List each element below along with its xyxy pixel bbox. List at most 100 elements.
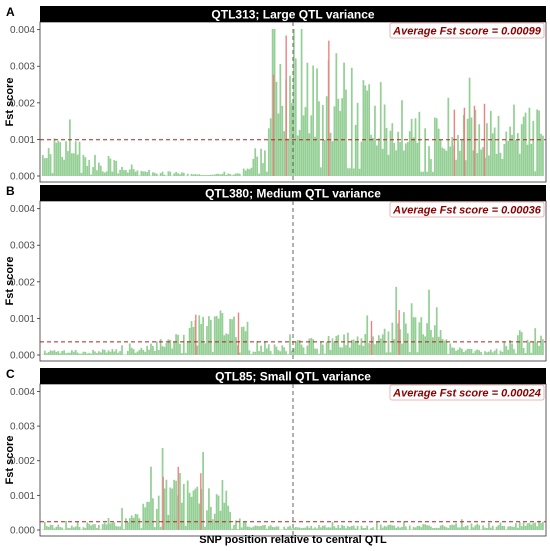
fst-bar	[528, 522, 531, 530]
fst-bar	[472, 150, 475, 176]
fst-bar	[459, 347, 461, 355]
fst-bar	[103, 349, 106, 355]
fst-bar	[125, 518, 127, 530]
fst-bar	[242, 521, 245, 530]
fst-bar	[385, 526, 388, 530]
fst-bar	[518, 153, 521, 176]
fst-bar	[221, 480, 224, 530]
fst-bar	[493, 127, 496, 176]
fst-bar	[65, 353, 67, 355]
fst-bar	[499, 152, 502, 176]
fst-bar	[298, 339, 301, 355]
fst-bar	[45, 158, 48, 176]
fst-bar	[350, 67, 353, 176]
fst-bar	[293, 348, 295, 355]
fst-bar	[61, 351, 64, 355]
fst-bar	[256, 525, 259, 530]
fst-bar	[455, 523, 457, 530]
fst-bar	[337, 334, 340, 355]
fst-bar	[474, 350, 477, 355]
fst-bar	[103, 172, 106, 176]
fst-bar	[119, 526, 121, 530]
fst-bar	[273, 527, 276, 530]
fst-bar	[491, 525, 494, 530]
highlighted-snp-bar	[237, 312, 240, 355]
fst-bar	[84, 157, 87, 176]
fst-bar	[495, 526, 498, 530]
fst-bar	[67, 527, 69, 530]
fst-bar	[316, 348, 318, 355]
fst-bar	[362, 80, 365, 176]
fst-bar	[74, 349, 77, 355]
fst-bar	[343, 62, 345, 176]
fst-bar	[460, 348, 463, 355]
fst-bar	[412, 137, 415, 176]
fst-bar	[306, 62, 309, 176]
highlighted-snp-bar	[162, 476, 164, 530]
fst-bar	[310, 338, 313, 355]
fst-bar	[215, 315, 218, 355]
fst-bar	[109, 158, 112, 176]
fst-bar	[190, 173, 193, 176]
fst-bar	[291, 350, 293, 355]
fst-bar	[472, 527, 475, 530]
fst-bar	[57, 524, 60, 530]
fst-bar	[275, 346, 278, 355]
fst-bar	[348, 168, 351, 176]
fst-bar	[90, 353, 92, 355]
fst-bar	[466, 525, 469, 530]
fst-bar	[229, 318, 232, 355]
fst-bar	[435, 118, 438, 176]
fst-bar	[540, 523, 542, 530]
fst-bar	[97, 524, 100, 530]
fst-bar	[204, 526, 206, 530]
fst-bar	[522, 116, 525, 176]
fst-bar	[408, 131, 411, 176]
fst-bar	[420, 171, 423, 176]
fst-bar	[287, 526, 289, 530]
fst-bar	[192, 327, 195, 355]
fst-bar	[221, 313, 224, 355]
fst-bar	[401, 100, 403, 176]
fst-bar	[509, 126, 511, 176]
fst-bar	[198, 174, 201, 176]
fst-bar	[237, 529, 239, 530]
fst-bar	[264, 150, 266, 176]
fst-bar	[252, 526, 255, 530]
fst-bar	[387, 154, 390, 176]
fst-bar	[302, 115, 305, 176]
fst-bar	[269, 118, 272, 176]
fst-bar	[441, 338, 444, 355]
fst-bar	[192, 490, 195, 530]
fst-bar	[231, 175, 233, 176]
fst-bar	[432, 337, 434, 355]
fst-bar	[126, 351, 129, 355]
fst-bar	[204, 174, 206, 176]
y-axis-label: Fst score	[4, 436, 16, 485]
fst-bar	[78, 141, 81, 176]
fst-bar	[331, 141, 334, 176]
fst-bar	[478, 350, 481, 355]
fst-bar	[146, 345, 148, 355]
fst-bar	[283, 347, 286, 355]
highlighted-snp-bar	[285, 35, 287, 177]
fst-bar	[55, 142, 58, 176]
fst-bar	[449, 525, 452, 530]
fst-bar	[287, 138, 289, 176]
highlighted-snp-bar	[195, 314, 197, 355]
fst-bar	[63, 350, 65, 355]
fst-bar	[364, 85, 367, 176]
fst-bar	[262, 163, 264, 176]
fst-bar	[161, 171, 164, 176]
fst-bar	[358, 344, 361, 355]
fst-bar	[509, 526, 511, 530]
fst-bar	[381, 527, 384, 530]
fst-bar	[88, 523, 91, 530]
fst-bar	[433, 117, 436, 176]
fst-bar	[397, 526, 399, 530]
fst-bar	[466, 118, 469, 176]
fst-bar	[223, 335, 226, 355]
fst-bar	[217, 495, 220, 530]
fst-bar	[238, 352, 241, 355]
